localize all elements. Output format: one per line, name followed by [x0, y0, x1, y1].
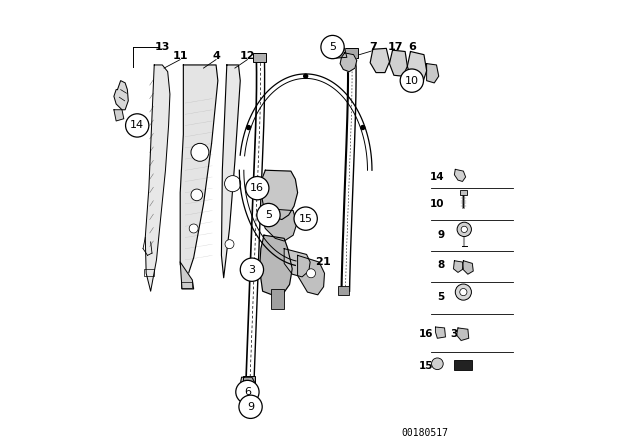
Circle shape	[360, 125, 365, 130]
Circle shape	[257, 203, 280, 227]
Text: 12: 12	[239, 51, 255, 61]
Polygon shape	[180, 262, 194, 289]
Circle shape	[303, 73, 308, 79]
Polygon shape	[407, 52, 427, 82]
Text: 14: 14	[430, 172, 445, 182]
Polygon shape	[221, 65, 240, 278]
Polygon shape	[436, 327, 445, 338]
Bar	[460, 190, 467, 195]
Polygon shape	[261, 208, 297, 241]
Polygon shape	[427, 64, 439, 83]
Bar	[344, 48, 358, 58]
Polygon shape	[389, 50, 407, 76]
Text: 16: 16	[419, 329, 433, 339]
Bar	[145, 269, 154, 276]
Circle shape	[225, 240, 234, 249]
Text: 13: 13	[155, 42, 170, 52]
Bar	[338, 286, 349, 295]
Polygon shape	[454, 261, 463, 272]
Text: 3: 3	[451, 329, 458, 339]
Text: 5: 5	[437, 292, 445, 302]
Polygon shape	[240, 377, 255, 393]
Polygon shape	[114, 81, 128, 110]
Circle shape	[457, 222, 472, 237]
Polygon shape	[260, 235, 292, 296]
Polygon shape	[330, 48, 347, 58]
Bar	[454, 360, 472, 370]
Polygon shape	[180, 65, 218, 282]
Text: 9: 9	[437, 230, 445, 240]
Text: 00180517: 00180517	[402, 428, 449, 438]
Circle shape	[460, 289, 467, 296]
Text: 11: 11	[172, 51, 188, 61]
Text: 17: 17	[387, 42, 403, 52]
Text: 10: 10	[405, 76, 419, 86]
Polygon shape	[145, 65, 170, 291]
Circle shape	[455, 284, 472, 300]
Bar	[181, 282, 192, 288]
Text: 6: 6	[408, 42, 416, 52]
Circle shape	[321, 35, 344, 59]
Text: 14: 14	[130, 121, 144, 130]
Polygon shape	[284, 249, 310, 277]
Polygon shape	[370, 48, 389, 73]
Text: 6: 6	[244, 387, 251, 397]
Circle shape	[307, 269, 316, 278]
Text: 5: 5	[329, 42, 336, 52]
Circle shape	[225, 176, 241, 192]
Polygon shape	[298, 255, 324, 295]
Text: 15: 15	[419, 362, 433, 371]
Text: 10: 10	[430, 199, 445, 209]
Text: 1: 1	[323, 257, 331, 267]
Text: 3: 3	[248, 265, 255, 275]
Circle shape	[239, 395, 262, 418]
Text: 16: 16	[250, 183, 264, 193]
Text: 4: 4	[212, 51, 220, 61]
Polygon shape	[454, 169, 465, 181]
Circle shape	[246, 177, 269, 200]
Polygon shape	[261, 170, 298, 220]
Bar	[253, 53, 266, 62]
Text: 15: 15	[299, 214, 313, 224]
Circle shape	[431, 358, 443, 370]
Circle shape	[461, 226, 467, 233]
Text: 8: 8	[437, 260, 445, 270]
Text: 9: 9	[247, 402, 254, 412]
Text: 2: 2	[316, 257, 323, 267]
Polygon shape	[340, 53, 356, 72]
Bar	[243, 376, 255, 386]
Circle shape	[191, 143, 209, 161]
Polygon shape	[463, 261, 473, 274]
Bar	[271, 289, 284, 309]
Circle shape	[189, 224, 198, 233]
Circle shape	[240, 258, 264, 281]
Text: 5: 5	[265, 210, 272, 220]
Circle shape	[400, 69, 424, 92]
Circle shape	[246, 125, 252, 130]
Polygon shape	[457, 328, 468, 340]
Circle shape	[294, 207, 317, 230]
Text: 7: 7	[369, 42, 377, 52]
Circle shape	[125, 114, 149, 137]
Circle shape	[236, 380, 259, 404]
Circle shape	[191, 189, 203, 201]
Polygon shape	[114, 110, 124, 121]
